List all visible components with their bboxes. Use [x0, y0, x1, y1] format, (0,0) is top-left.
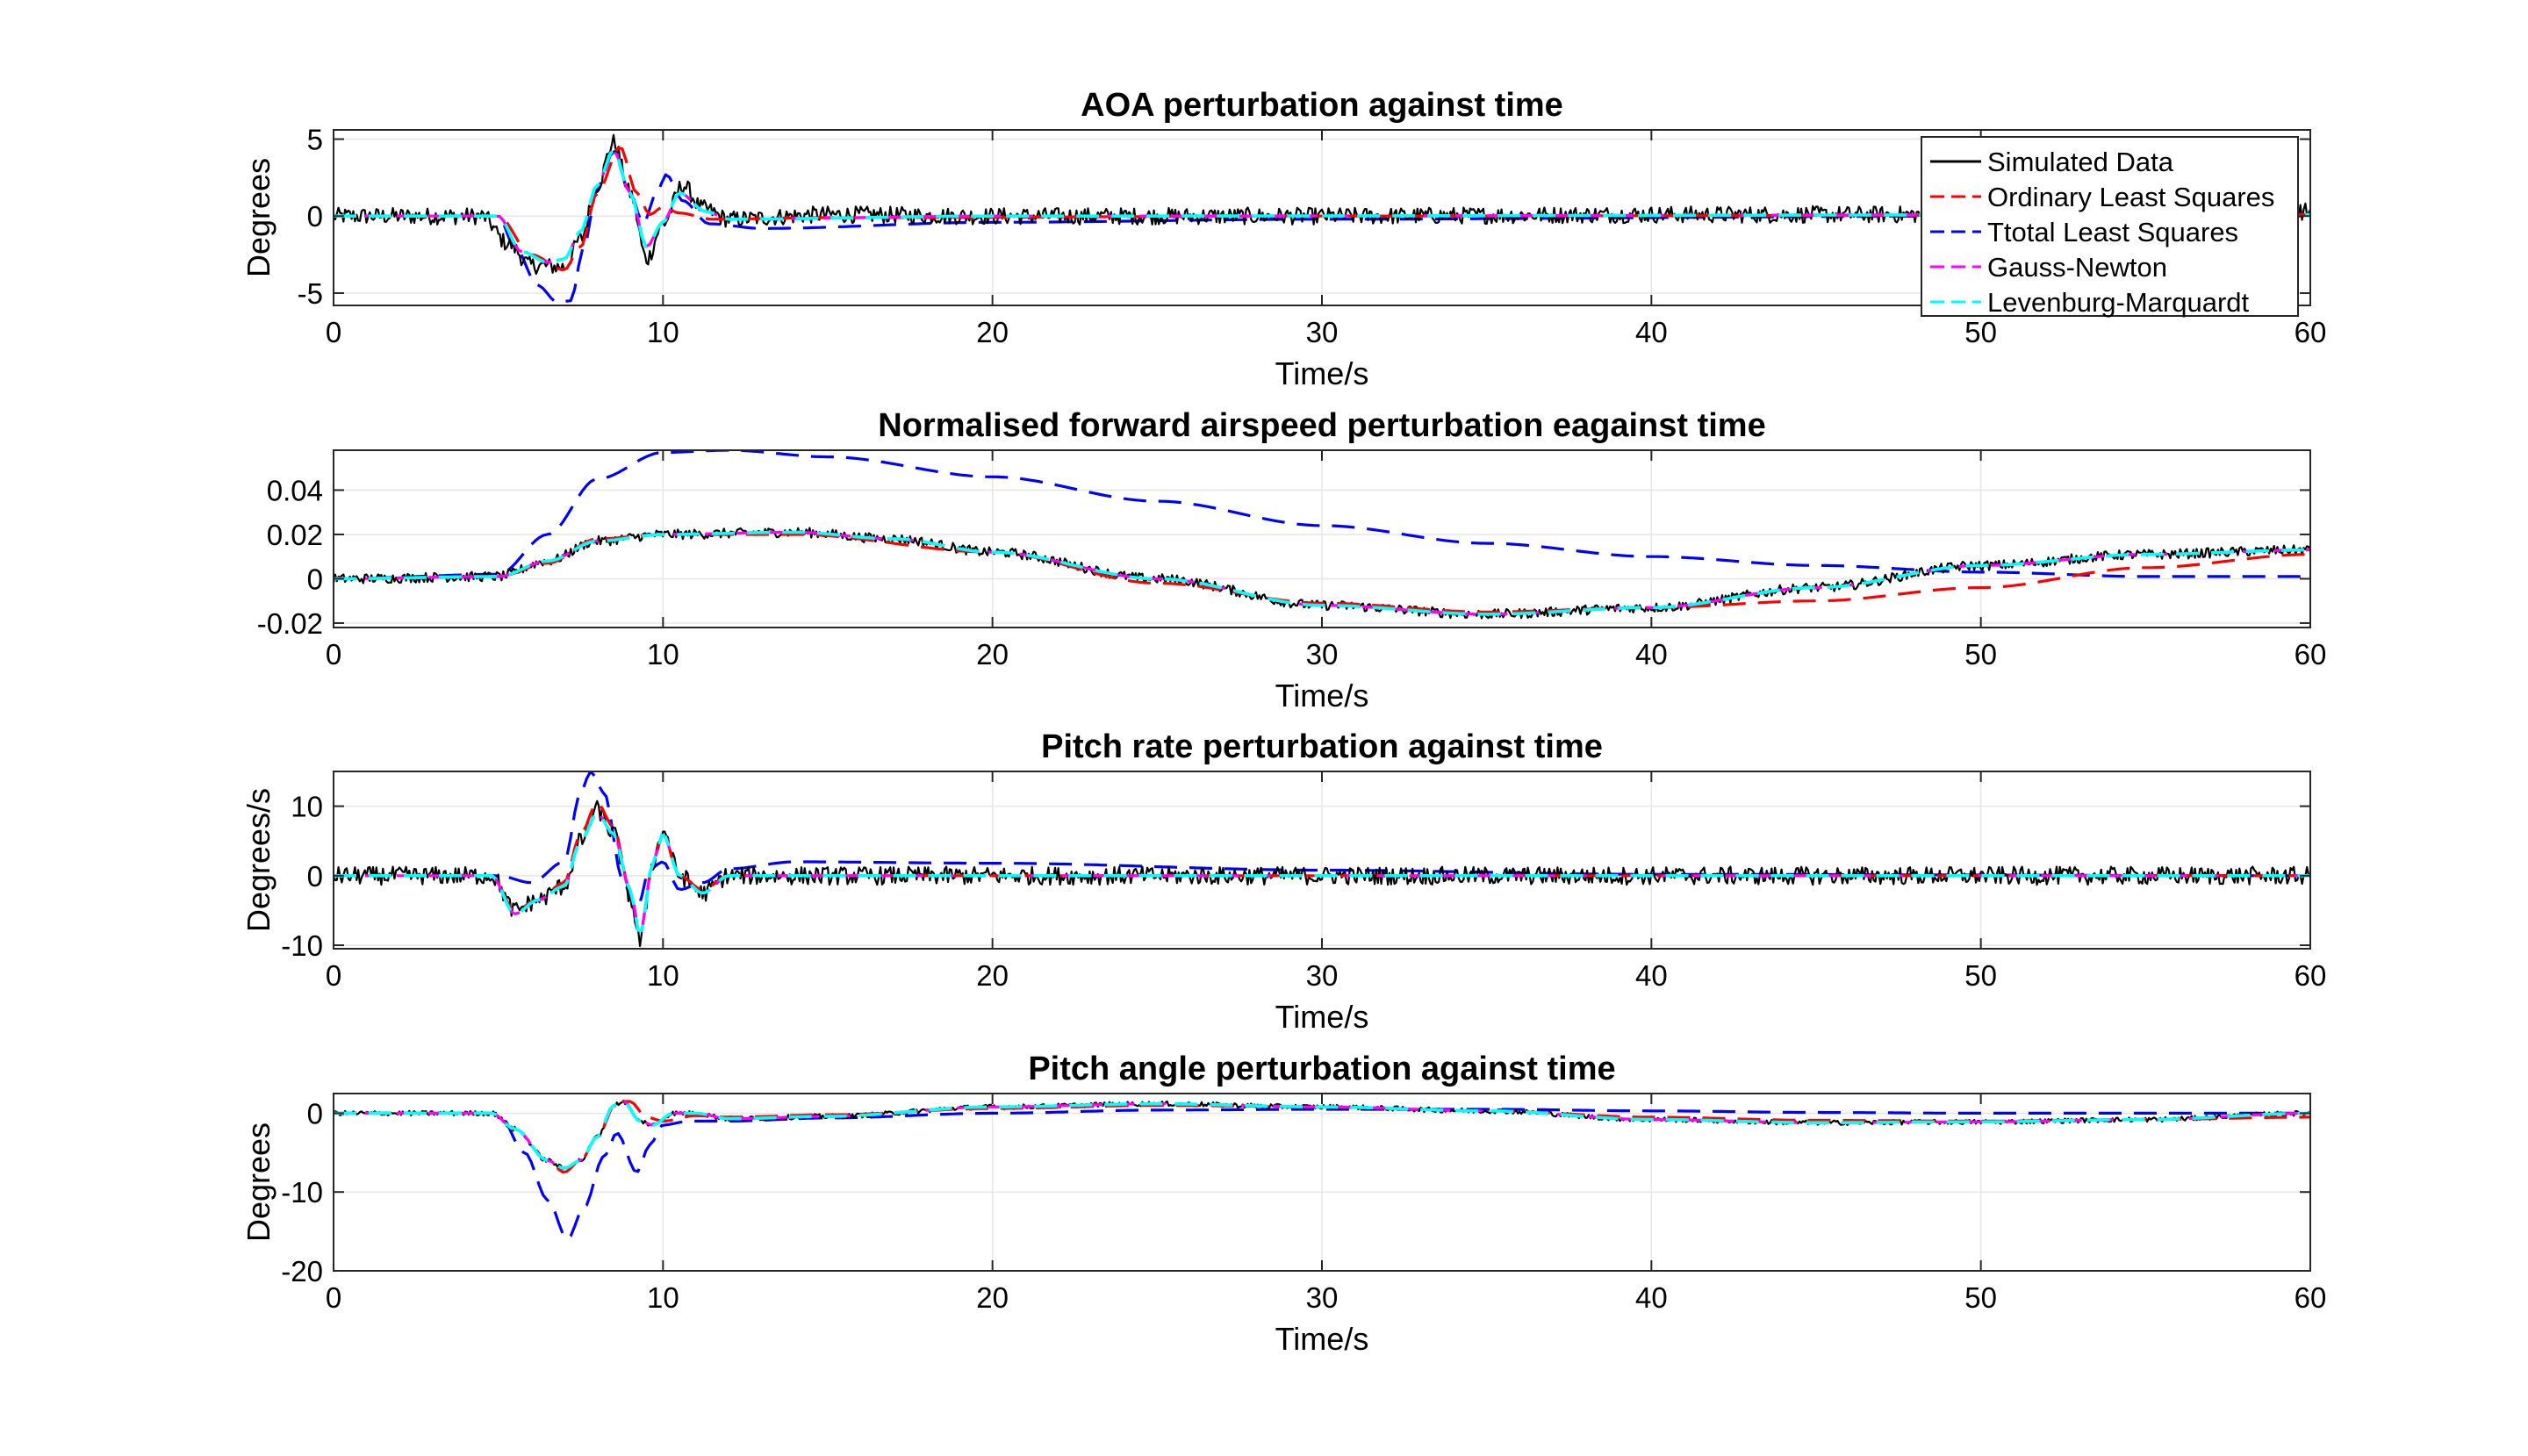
- y-axis-label: Degrees: [241, 1122, 276, 1242]
- x-tick-label: 20: [976, 959, 1009, 992]
- subplot-title: Pitch rate perturbation against time: [1041, 728, 1603, 765]
- y-tick-label: -20: [281, 1255, 323, 1287]
- x-tick-label: 30: [1306, 1281, 1339, 1314]
- x-tick-label: 0: [326, 1281, 341, 1314]
- y-tick-label: -10: [281, 929, 323, 962]
- y-tick-label: 10: [291, 791, 323, 823]
- y-axis-label: Degrees/s: [241, 788, 276, 932]
- y-tick-label: 0: [307, 563, 323, 595]
- x-tick-label: 30: [1306, 316, 1339, 348]
- y-tick-label: -5: [298, 277, 323, 310]
- x-tick-label: 50: [1964, 959, 1997, 992]
- x-tick-label: 40: [1635, 959, 1668, 992]
- y-tick-label: 0: [307, 1097, 323, 1130]
- x-tick-label: 30: [1306, 959, 1339, 992]
- x-tick-label: 60: [2295, 959, 2327, 992]
- legend-label: Ordinary Least Squares: [1987, 182, 2274, 212]
- x-tick-label: 0: [326, 638, 341, 671]
- y-tick-label: -0.02: [257, 607, 323, 640]
- x-tick-label: 40: [1635, 316, 1668, 348]
- x-tick-label: 40: [1635, 638, 1668, 671]
- x-axis-label: Time/s: [1275, 355, 1369, 391]
- subplot-title: Normalised forward airspeed perturbation…: [878, 407, 1765, 444]
- subplot-title: AOA perturbation against time: [1081, 87, 1563, 124]
- x-tick-label: 20: [976, 1281, 1009, 1314]
- plot-area: [334, 450, 2310, 620]
- legend-label: Ttotal Least Squares: [1987, 217, 2238, 247]
- legend: Simulated Data Ordinary Least Squares Ttot…: [1921, 136, 2299, 318]
- x-tick-label: 50: [1964, 316, 1997, 348]
- x-axis-label: Time/s: [1275, 678, 1369, 714]
- y-tick-label: 0.02: [267, 519, 323, 551]
- plot-area: [334, 771, 2310, 948]
- subplot-4: 0 10 20 30 40 50 60 -20 -10 0 Pitch angle perturba…: [241, 1051, 2326, 1357]
- x-tick-label: 60: [2295, 1281, 2327, 1314]
- y-tick-label: 0: [307, 860, 323, 893]
- x-tick-label: 10: [647, 1281, 679, 1314]
- subplot-title: Pitch angle perturbation against time: [1028, 1051, 1615, 1087]
- x-tick-label: 50: [1964, 1281, 1997, 1314]
- legend-label: Gauss-Newton: [1987, 252, 2167, 283]
- series-line-simulated: [334, 800, 2310, 948]
- y-tick-label: -10: [281, 1176, 323, 1209]
- x-tick-label: 10: [647, 959, 679, 992]
- y-axis-label: Degrees: [241, 158, 276, 277]
- x-tick-label: 20: [976, 638, 1009, 671]
- x-tick-label: 0: [326, 316, 341, 348]
- x-tick-label: 30: [1306, 638, 1339, 671]
- y-tick-label: 5: [307, 124, 323, 156]
- x-tick-label: 60: [2295, 638, 2327, 671]
- x-tick-label: 50: [1964, 638, 1997, 671]
- x-tick-label: 10: [647, 638, 679, 671]
- x-tick-label: 60: [2295, 316, 2327, 348]
- legend-box: [1921, 136, 2299, 317]
- series-line-lm: [334, 1100, 2310, 1170]
- series-line-lm: [334, 812, 2310, 932]
- x-tick-label: 40: [1635, 1281, 1668, 1314]
- series-line-tls: [334, 1108, 2310, 1241]
- y-tick-label: 0.04: [267, 474, 323, 506]
- legend-label: Simulated Data: [1987, 147, 2174, 177]
- x-tick-label: 0: [326, 959, 341, 992]
- x-tick-label: 10: [647, 316, 679, 348]
- x-tick-label: 20: [976, 316, 1009, 348]
- legend-label: Levenburg-Marquardt: [1987, 287, 2250, 318]
- x-axis-label: Time/s: [1275, 1321, 1369, 1357]
- y-tick-label: 0: [307, 200, 323, 233]
- series-line-tls: [334, 450, 2310, 581]
- plot-area: [334, 1100, 2310, 1241]
- series-line-lm: [334, 148, 2310, 264]
- x-axis-label: Time/s: [1275, 999, 1369, 1035]
- series-line-lm: [334, 530, 2310, 616]
- series-line-simulated: [334, 527, 2310, 620]
